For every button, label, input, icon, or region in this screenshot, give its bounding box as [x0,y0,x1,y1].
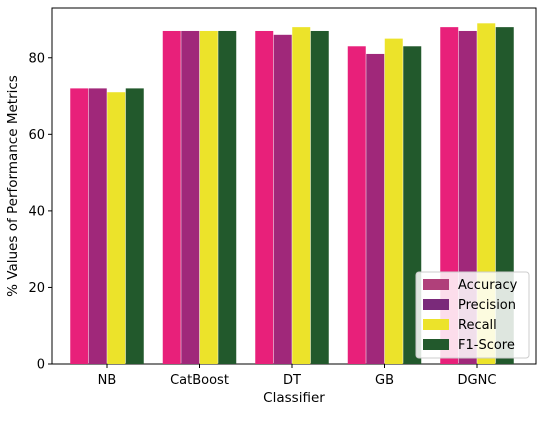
y-tick-label: 40 [28,204,45,219]
legend-label-accuracy: Accuracy [458,278,518,293]
legend: Accuracy Precision Recall F1-Score [415,271,530,359]
x-axis-label: Classifier [263,390,325,406]
legend-label-f1-score: F1-Score [458,338,515,353]
bar-f1-score-catboost [218,30,237,364]
bar-accuracy-nb [70,88,89,364]
bar-recall-catboost [199,30,218,364]
bar-f1-score-dt [310,30,329,364]
legend-frame [415,271,530,359]
legend-swatch-recall [423,319,449,330]
x-tick-label: NB [98,373,117,388]
y-tick-label: 0 [37,358,45,373]
bar-precision-dt [273,34,292,365]
bar-accuracy-dt [255,30,274,364]
x-tick-label: DGNC [458,373,497,388]
x-tick-label: DT [283,373,301,388]
bar-recall-dt [292,27,311,364]
x-tick-label: CatBoost [170,373,229,388]
x-axis: NB CatBoost DT GB DGNC [98,364,497,388]
y-axis-label: % Values of Performance Metrics [5,75,21,297]
bar-recall-nb [107,92,126,364]
bar-accuracy-gb [347,46,366,364]
bar-accuracy-catboost [162,30,181,364]
bar-precision-catboost [181,30,200,364]
bar-recall-gb [384,38,403,365]
y-axis: 0 20 40 60 80 [28,51,52,373]
bar-precision-nb [88,88,107,364]
y-tick-label: 80 [28,51,45,66]
y-tick-label: 60 [28,128,45,143]
x-tick-label: GB [375,373,394,388]
legend-label-precision: Precision [458,298,516,313]
legend-label-recall: Recall [458,318,497,333]
y-tick-label: 20 [28,281,45,296]
bar-f1-score-nb [125,88,144,364]
bar-precision-gb [366,53,385,364]
legend-swatch-accuracy [423,279,449,290]
legend-swatch-f1-score [423,339,449,350]
legend-swatch-precision [423,299,449,310]
